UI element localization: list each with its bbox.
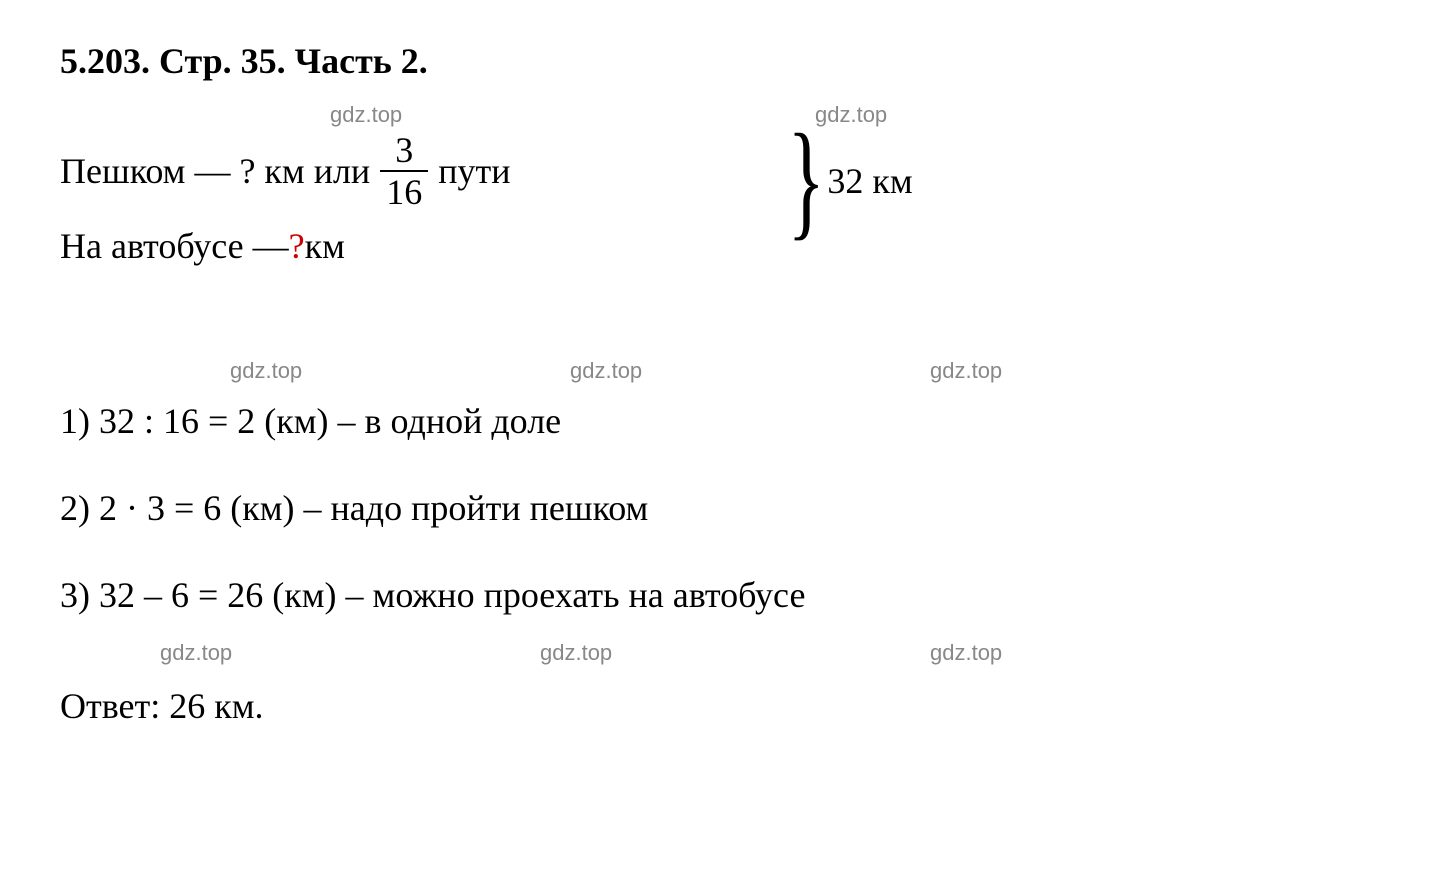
watermark-3: gdz.top <box>230 347 302 395</box>
brace-container: } 32 км <box>775 122 913 239</box>
solution-step-3: 3) 32 – 6 = 26 (км) – можно проехать на … <box>60 556 1369 635</box>
line2-text-2: км <box>305 225 345 267</box>
problem-setup: gdz.top gdz.top Пешком — ? км или 3 16 п… <box>60 132 1369 267</box>
line2-question-mark: ? <box>289 225 305 267</box>
line2-text-1: На автобусе — <box>60 225 289 267</box>
fraction-numerator: 3 <box>389 132 419 168</box>
watermark-1: gdz.top <box>330 102 402 128</box>
watermark-4: gdz.top <box>570 347 642 395</box>
solution-block: gdz.top gdz.top gdz.top 1) 32 : 16 = 2 (… <box>60 347 1369 746</box>
brace-total: 32 км <box>827 160 912 202</box>
curly-brace-icon: } <box>787 122 824 239</box>
setup-line-2: На автобусе — ? км <box>60 225 1369 267</box>
fraction: 3 16 <box>380 132 428 210</box>
watermark-5: gdz.top <box>930 347 1002 395</box>
setup-line-1: Пешком — ? км или 3 16 пути <box>60 132 1369 210</box>
watermark-8: gdz.top <box>930 629 1002 677</box>
problem-title: 5.203. Стр. 35. Часть 2. <box>60 40 1369 82</box>
watermark-6: gdz.top <box>160 629 232 677</box>
watermark-7: gdz.top <box>540 629 612 677</box>
solution-answer: Ответ: 26 км. <box>60 667 1369 746</box>
line1-text-2: пути <box>438 150 510 192</box>
line1-text-1: Пешком — ? км или <box>60 150 370 192</box>
watermark-row-1: gdz.top gdz.top gdz.top <box>60 347 1369 377</box>
solution-step-2: 2) 2 · 3 = 6 (км) – надо пройти пешком <box>60 469 1369 548</box>
fraction-denominator: 16 <box>380 174 428 210</box>
watermark-row-2: gdz.top gdz.top gdz.top <box>60 629 1369 659</box>
